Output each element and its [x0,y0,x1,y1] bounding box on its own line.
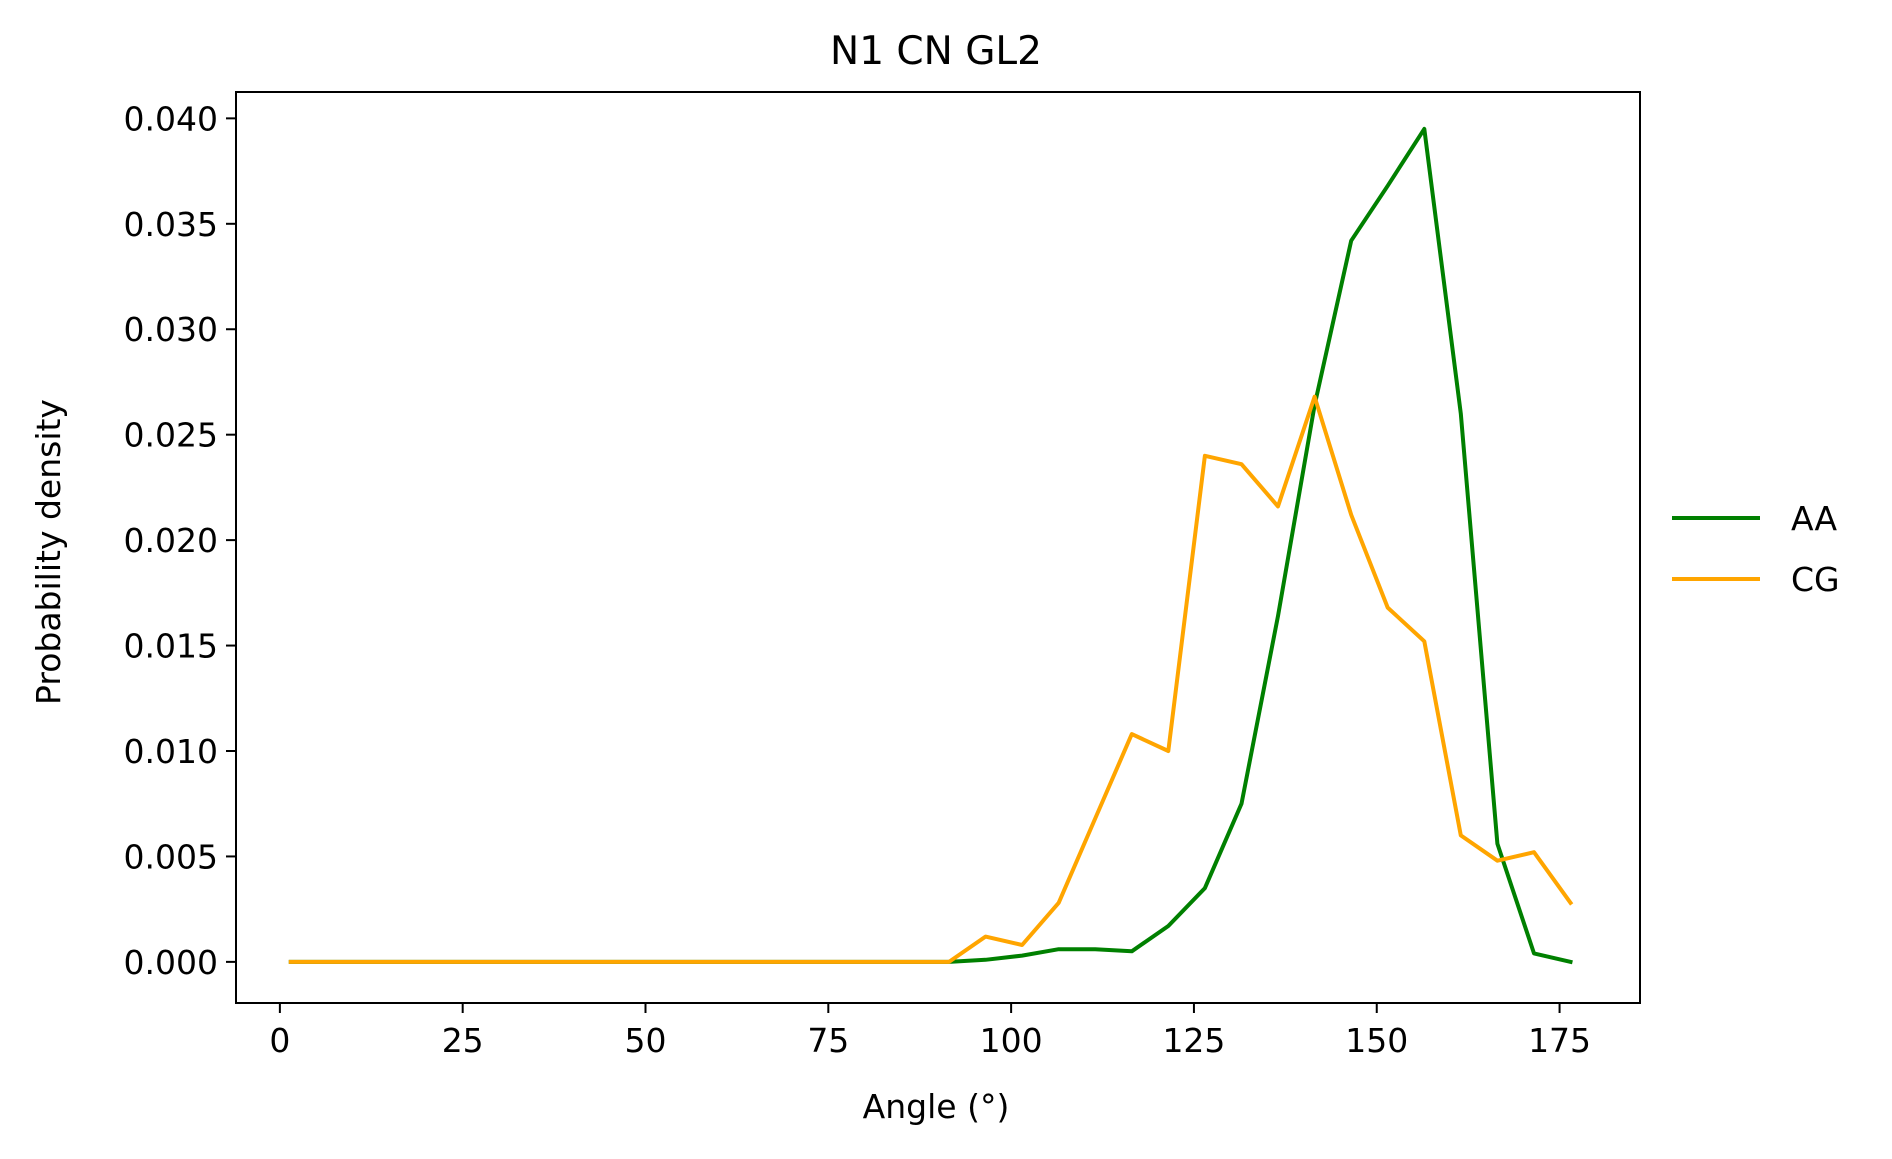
chart-title: N1 CN GL2 [830,29,1042,74]
series-line-cg [288,394,1574,964]
x-tick-label: 175 [1528,1021,1591,1060]
x-tick-label: 75 [807,1021,849,1060]
y-tick-label: 0.035 [124,205,218,244]
y-tick-label: 0.010 [124,732,218,771]
axes-layer: 0 25 50 75 100 125 150 175 0.000 0.005 0.010 0.015 0… [124,91,1641,1060]
plot-frame [235,91,1641,1004]
x-axis-label: Angle (°) [863,1087,1010,1126]
x-tick-label: 150 [1345,1021,1408,1060]
legend: AA CG [1672,499,1840,599]
y-tick-label: 0.000 [124,943,218,982]
legend-label-aa: AA [1791,499,1837,538]
y-tick-label: 0.030 [124,310,218,349]
x-tick-label: 25 [442,1021,484,1060]
x-tick-label: 125 [1162,1021,1225,1060]
series-layer [288,126,1574,965]
x-tick-label: 100 [980,1021,1043,1060]
y-axis-label: Probability density [29,399,68,705]
x-tick-label: 0 [269,1021,290,1060]
y-tick-label: 0.020 [124,521,218,560]
y-tick-label: 0.005 [124,837,218,876]
legend-label-cg: CG [1791,560,1840,599]
y-tick-label: 0.015 [124,627,218,666]
y-tick-label: 0.025 [124,416,218,455]
x-tick-label: 50 [625,1021,667,1060]
y-tick-label: 0.040 [124,99,218,138]
